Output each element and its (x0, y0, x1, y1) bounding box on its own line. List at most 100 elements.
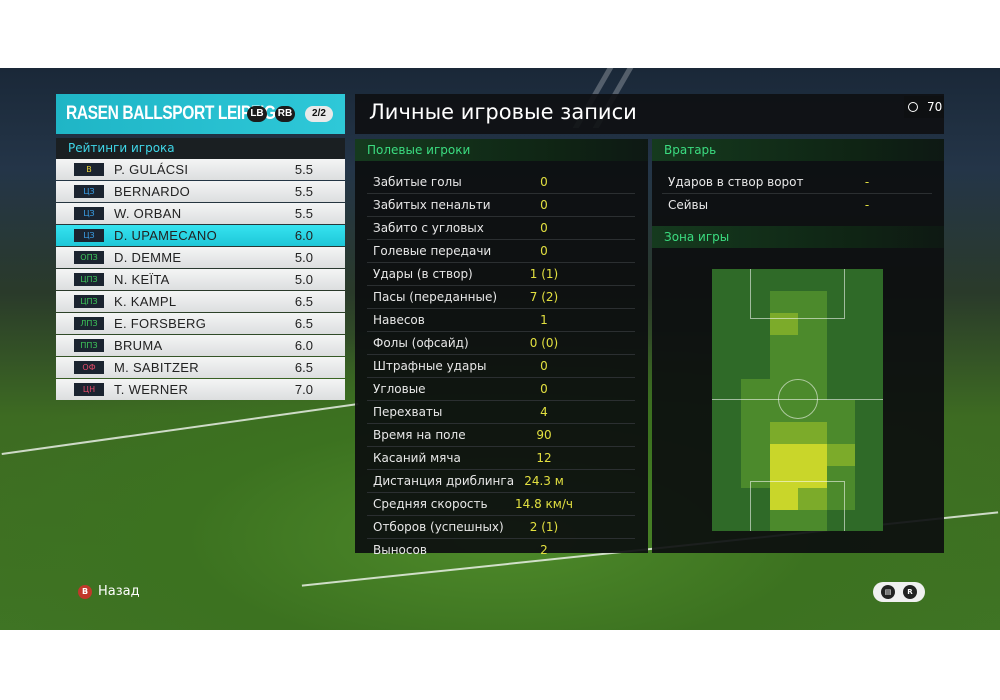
stat-label: Фолы (офсайд) (373, 336, 469, 350)
stat-label: Голевые передачи (373, 244, 492, 258)
player-row[interactable]: ЦН T. WERNER 7.0 (56, 379, 345, 400)
lb-button[interactable]: LB (247, 106, 267, 122)
heatmap-cell (854, 443, 883, 466)
player-name: M. SABITZER (114, 360, 199, 375)
position-badge: ОФ (74, 361, 104, 374)
stat-row: Навесов 1 (367, 309, 635, 332)
page-indicator: 2/2 (305, 106, 333, 122)
heatmap-cell (712, 509, 741, 531)
heatmap-cell (854, 400, 883, 423)
heatmap-cell (854, 378, 883, 401)
heatmap-cell (826, 443, 855, 466)
position-badge: ЦЗ (74, 229, 104, 242)
player-rating: 5.0 (294, 250, 313, 265)
heatmap-cell (712, 334, 741, 357)
heatmap-cell (854, 465, 883, 488)
rb-button[interactable]: RB (275, 106, 295, 122)
stat-label: Забитых пенальти (373, 198, 491, 212)
player-row[interactable]: ЦПЗ N. KEÏTA 5.0 (56, 269, 345, 290)
heatmap-cell (740, 290, 770, 314)
stat-value: 0 (540, 221, 548, 235)
player-rating: 5.0 (294, 272, 313, 287)
heatmap-cell (740, 509, 770, 531)
heatmap-cell (797, 465, 827, 488)
stat-row: Пасы (переданные) 7 (2) (367, 286, 635, 309)
rs-button-icon: R (903, 585, 917, 599)
heatmap-cell (854, 290, 883, 314)
position-badge: ОПЗ (74, 251, 104, 264)
stat-value: 14.8 км/ч (515, 497, 573, 511)
match-timer: 70 (904, 96, 944, 118)
stat-value: 0 (0) (529, 336, 559, 350)
stat-value: 24.3 м (524, 474, 564, 488)
stat-row: Дистанция дриблинга 24.3 м (367, 470, 635, 493)
heatmap-cell (826, 487, 855, 510)
player-name: E. FORSBERG (114, 316, 207, 331)
stat-value: 0 (540, 175, 548, 189)
goalkeeper-title: Вратарь (652, 139, 944, 161)
heatmap-cell (826, 400, 855, 423)
heatmap-cell (712, 465, 741, 488)
heatmap-cell (769, 290, 798, 314)
back-button[interactable]: B Назад (78, 584, 140, 599)
stat-label: Удары (в створ) (373, 267, 473, 281)
heatmap-cell (712, 312, 741, 335)
ratings-title: Рейтинги игрока (56, 138, 345, 159)
heatmap-cell (769, 443, 798, 466)
player-rating: 6.0 (294, 338, 313, 353)
heatmap-cell (769, 269, 798, 292)
stat-label: Касаний мяча (373, 451, 461, 465)
player-row[interactable]: ЦПЗ K. KAMPL 6.5 (56, 291, 345, 312)
player-row[interactable]: ОПЗ D. DEMME 5.0 (56, 247, 345, 268)
gk-stat-label: Ударов в створ ворот (668, 175, 804, 189)
position-badge: ППЗ (74, 339, 104, 352)
gk-stat-value: - (864, 198, 870, 212)
page-title: Личные игровые записи (369, 100, 637, 124)
stat-value: 2 (1) (529, 520, 559, 534)
player-row[interactable]: ОФ M. SABITZER 6.5 (56, 357, 345, 378)
team-header: RASEN BALLSPORT LEIPZIG LB RB 2/2 (56, 94, 345, 134)
stat-value: 0 (540, 198, 548, 212)
stat-label: Время на поле (373, 428, 466, 442)
controls-hint[interactable]: ▤ R (873, 582, 925, 602)
stat-row: Штрафные удары 0 (367, 355, 635, 378)
heatmap-cell (769, 487, 798, 510)
pitch-center-circle (778, 379, 818, 419)
position-badge: ЦПЗ (74, 295, 104, 308)
stat-row: Забито с угловых 0 (367, 217, 635, 240)
stat-value: 0 (540, 244, 548, 258)
stat-row: Фолы (офсайд) 0 (0) (367, 332, 635, 355)
player-rating: 5.5 (294, 206, 313, 221)
player-row[interactable]: ЛПЗ E. FORSBERG 6.5 (56, 313, 345, 334)
stat-value: 1 (540, 313, 548, 327)
heatmap-cell (797, 334, 827, 357)
stat-label: Перехваты (373, 405, 443, 419)
player-row[interactable]: ЦЗ BERNARDO 5.5 (56, 181, 345, 202)
player-row[interactable]: ЦЗ W. ORBAN 5.5 (56, 203, 345, 224)
player-row[interactable]: ППЗ BRUMA 6.0 (56, 335, 345, 356)
heatmap-cell (797, 421, 827, 445)
heatmap-cell (740, 334, 770, 357)
heatmap-cell (740, 465, 770, 488)
stat-label: Забито с угловых (373, 221, 484, 235)
stat-row: Удары (в створ) 1 (1) (367, 263, 635, 286)
stat-label: Отборов (успешных) (373, 520, 504, 534)
stat-row: Угловые 0 (367, 378, 635, 401)
heatmap-cell (740, 356, 770, 379)
heatmap-cell (826, 334, 855, 357)
stat-value: 12 (536, 451, 552, 465)
stat-value: 4 (540, 405, 548, 419)
heatmap-cell (769, 421, 798, 445)
player-rating: 6.5 (294, 360, 313, 375)
player-rating: 5.5 (294, 184, 313, 199)
gk-stat-label: Сейвы (668, 198, 709, 212)
player-row[interactable]: ЦЗ D. UPAMECANO 6.0 (56, 225, 345, 246)
title-bar: Личные игровые записи (355, 94, 944, 134)
player-name: BERNARDO (114, 184, 191, 199)
heatmap-cell (854, 312, 883, 335)
player-name: D. DEMME (114, 250, 182, 265)
heatmap-cell (826, 290, 855, 314)
player-row[interactable]: В P. GULÁCSI 5.5 (56, 159, 345, 180)
player-name: BRUMA (114, 338, 163, 353)
stat-value: 0 (540, 359, 548, 373)
